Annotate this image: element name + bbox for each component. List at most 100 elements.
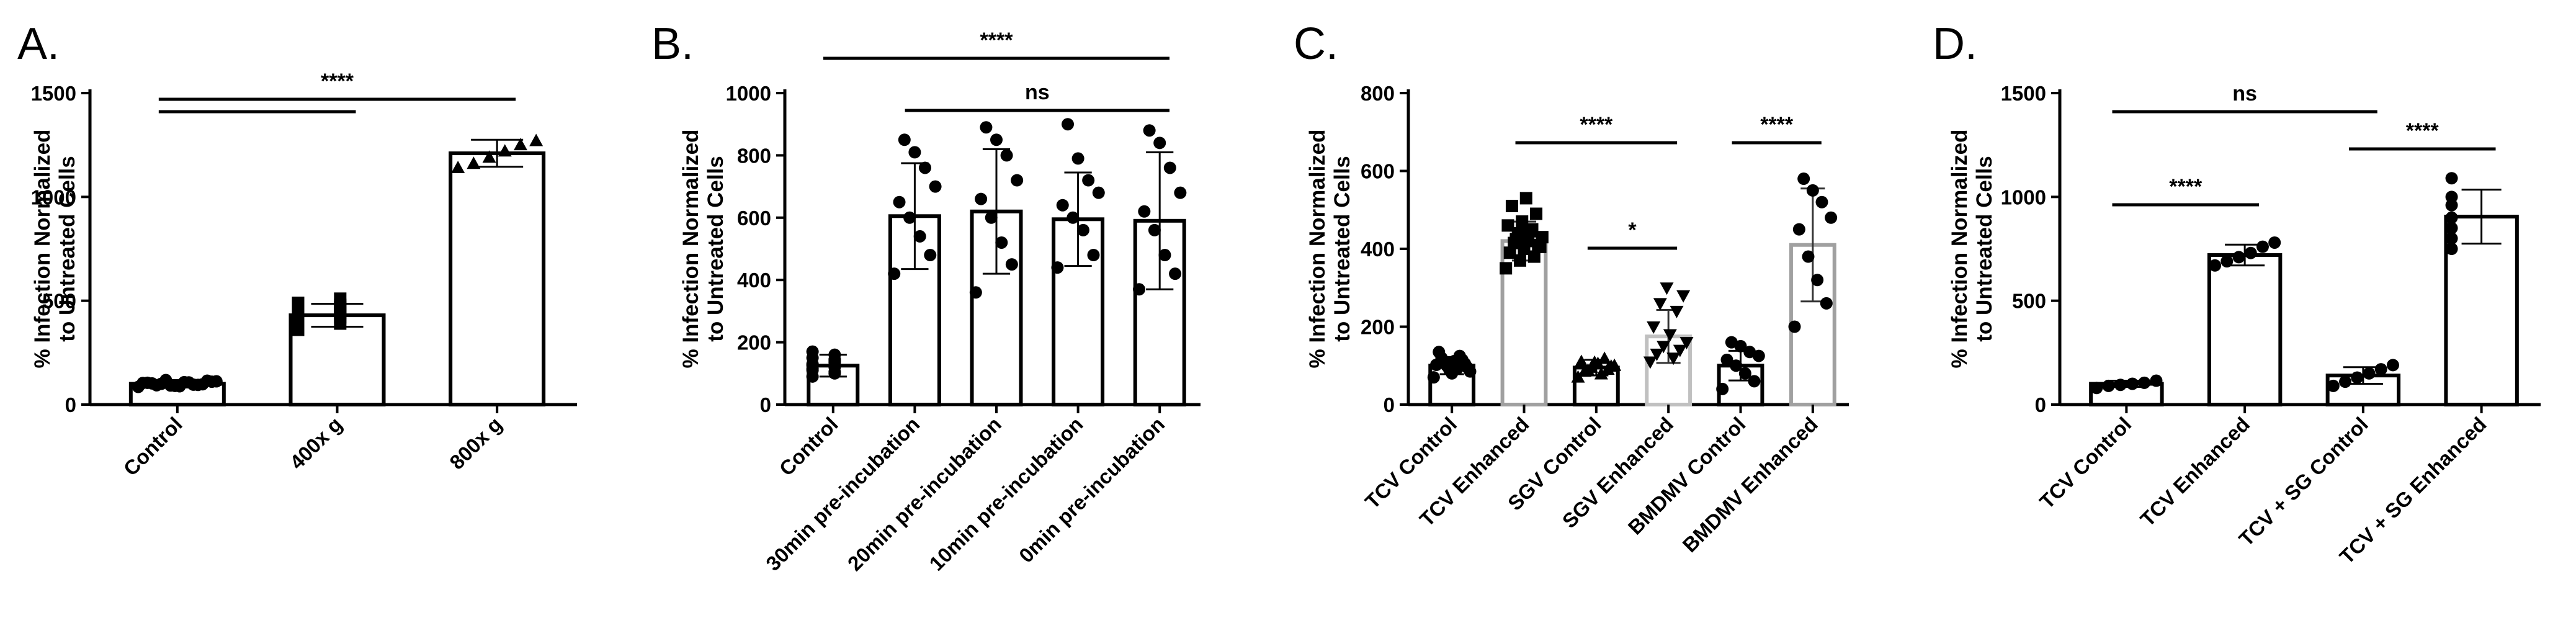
data-point — [806, 345, 819, 358]
y-tick-label: 400 — [737, 269, 771, 292]
x-tick-label: 30min pre-incubation — [761, 413, 924, 575]
bar — [2444, 215, 2519, 406]
y-tick-label: 1000 — [2001, 186, 2046, 208]
data-point — [1133, 283, 1146, 296]
chart-panel-d: D. % Infection Normalizedto Untreated Cel… — [1933, 19, 2541, 568]
y-axis-label-line: % Infection Normalized — [1305, 129, 1330, 368]
x-tick-label: Control — [775, 413, 843, 480]
data-point — [1679, 337, 1694, 350]
data-point — [1076, 223, 1089, 236]
data-point — [969, 286, 982, 299]
data-point — [1716, 382, 1729, 395]
y-tick-label: 200 — [737, 331, 771, 354]
data-point — [1676, 290, 1691, 303]
data-point — [292, 310, 305, 323]
panel-letter: D. — [1933, 19, 1977, 69]
significance-label: ns — [2232, 82, 2257, 105]
y-axis-label-line: % Infection Normalized — [1948, 129, 1972, 368]
data-point — [1802, 250, 1815, 263]
data-point — [451, 160, 465, 173]
data-point — [995, 236, 1008, 249]
data-point — [1748, 375, 1761, 388]
data-point — [1660, 282, 1674, 295]
data-point — [1743, 346, 1756, 359]
panel-letter: A. — [17, 19, 60, 69]
x-tick-label: 800x g — [445, 413, 506, 474]
y-tick-label: 1500 — [2001, 82, 2046, 105]
data-point — [1513, 254, 1526, 267]
y-axis-label: % Infection Normalizedto Untreated Cells — [30, 129, 79, 368]
data-point — [2256, 240, 2269, 253]
data-point — [2138, 376, 2151, 389]
y-tick-label: 400 — [1361, 238, 1395, 261]
chart-panel-b: B. % Infection Normalizedto Untreated Cel… — [651, 19, 1201, 575]
data-point — [913, 230, 926, 243]
data-point — [1071, 152, 1085, 165]
data-point — [2445, 190, 2458, 204]
data-point — [888, 267, 901, 280]
data-point — [1153, 137, 1166, 150]
data-point — [2445, 232, 2458, 245]
data-point — [169, 379, 182, 392]
data-point — [2232, 251, 2245, 264]
significance-label: * — [1628, 218, 1637, 242]
data-point — [1725, 336, 1738, 349]
y-axis-label-line: to Untreated Cells — [1972, 156, 1997, 342]
data-point — [1581, 363, 1595, 376]
data-point — [1815, 195, 1828, 208]
significance-label: **** — [1760, 113, 1794, 137]
data-point — [1501, 219, 1514, 232]
data-point — [898, 133, 911, 146]
y-tick-label: 600 — [737, 207, 771, 230]
x-tick-label: 20min pre-incubation — [843, 413, 1006, 575]
data-point — [2445, 172, 2458, 185]
data-point — [150, 379, 163, 392]
data-point — [1516, 215, 1529, 228]
data-point — [1527, 250, 1541, 263]
data-point — [1143, 124, 1156, 137]
data-point — [1430, 358, 1443, 371]
y-axis-label-line: to Untreated Cells — [704, 156, 728, 342]
data-point — [2445, 243, 2458, 255]
significance-label: **** — [980, 29, 1014, 52]
data-point — [1448, 354, 1461, 367]
data-point — [1598, 351, 1612, 364]
data-point — [2220, 255, 2234, 268]
y-tick-label: 200 — [1361, 316, 1395, 339]
data-point — [1509, 233, 1523, 246]
data-point — [1806, 184, 1819, 197]
panel-letter: B. — [651, 19, 694, 69]
data-point — [828, 365, 841, 379]
data-point — [182, 376, 195, 389]
y-axis-label-line: to Untreated Cells — [55, 156, 79, 342]
data-point — [908, 146, 921, 159]
y-tick-label: 0 — [2035, 393, 2046, 416]
data-point — [893, 195, 906, 208]
y-axis-label: % Infection Normalizedto Untreated Cells — [1305, 129, 1354, 368]
data-point — [1067, 211, 1080, 224]
data-point — [1820, 297, 1833, 310]
data-point — [467, 156, 481, 169]
data-point — [918, 161, 931, 174]
data-point — [1666, 352, 1681, 365]
data-point — [1657, 341, 1671, 354]
data-point — [1051, 261, 1064, 274]
significance-label: **** — [2169, 175, 2203, 199]
chart-panel-a: A. % Infection Normalizedto Untreated Cel… — [17, 19, 577, 480]
x-tick-label: TCV Control — [2035, 413, 2135, 513]
significance-label: **** — [1580, 113, 1613, 137]
x-tick-label: TCV + SG Control — [2234, 413, 2373, 551]
data-point — [2445, 211, 2458, 224]
y-axis-label-line: to Untreated Cells — [1330, 156, 1354, 342]
data-point — [2268, 236, 2281, 249]
data-point — [1148, 223, 1161, 236]
panel-letter: C. — [1294, 19, 1338, 69]
data-point — [1792, 223, 1805, 236]
data-point — [498, 144, 512, 157]
data-point — [1158, 249, 1171, 262]
bar — [449, 151, 546, 406]
data-point — [1811, 274, 1824, 287]
x-tick-label: Control — [119, 413, 187, 480]
y-tick-label: 1000 — [726, 82, 771, 105]
